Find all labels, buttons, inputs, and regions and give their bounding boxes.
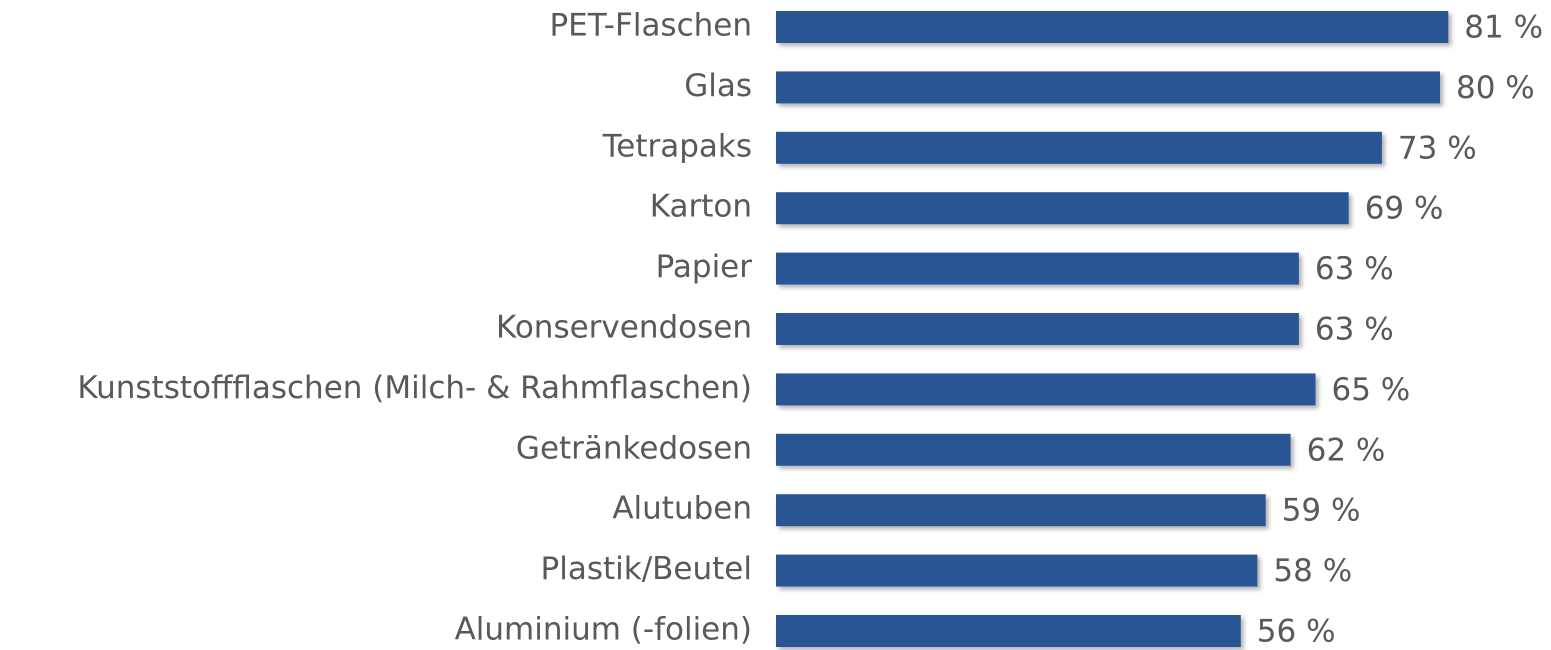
value-label: 59 % [1282, 493, 1361, 529]
bar [776, 252, 1299, 285]
bar [776, 71, 1440, 104]
bar [776, 554, 1258, 587]
category-label: Konservendosen [496, 310, 752, 346]
bar [776, 615, 1241, 647]
category-label: Aluminium (-folien) [455, 612, 752, 648]
category-label: Kunststoffflaschen (Milch- & Rahmflasche… [77, 370, 752, 406]
bar [776, 373, 1316, 406]
value-label: 73 % [1398, 130, 1477, 166]
value-label: 63 % [1315, 251, 1394, 287]
bar [776, 192, 1349, 225]
value-label: 63 % [1315, 312, 1394, 348]
bar [776, 494, 1266, 527]
bar [776, 11, 1449, 43]
category-label: PET-Flaschen [549, 8, 752, 44]
category-label: Papier [656, 249, 753, 285]
bar [776, 313, 1299, 345]
category-label: Karton [650, 189, 752, 225]
value-label: 81 % [1464, 10, 1543, 46]
value-label: 58 % [1273, 553, 1352, 589]
category-label: Tetrapaks [602, 128, 752, 164]
value-label: 62 % [1307, 432, 1386, 468]
bar [776, 433, 1291, 466]
category-label: Getränkedosen [516, 430, 752, 466]
category-label: Plastik/Beutel [541, 551, 752, 587]
category-label: Alutuben [612, 491, 752, 527]
bar [776, 131, 1382, 164]
category-label: Glas [684, 68, 752, 104]
value-label: 56 % [1257, 614, 1336, 650]
value-label: 65 % [1332, 372, 1411, 408]
value-label: 80 % [1456, 70, 1535, 106]
value-label: 69 % [1365, 191, 1444, 227]
